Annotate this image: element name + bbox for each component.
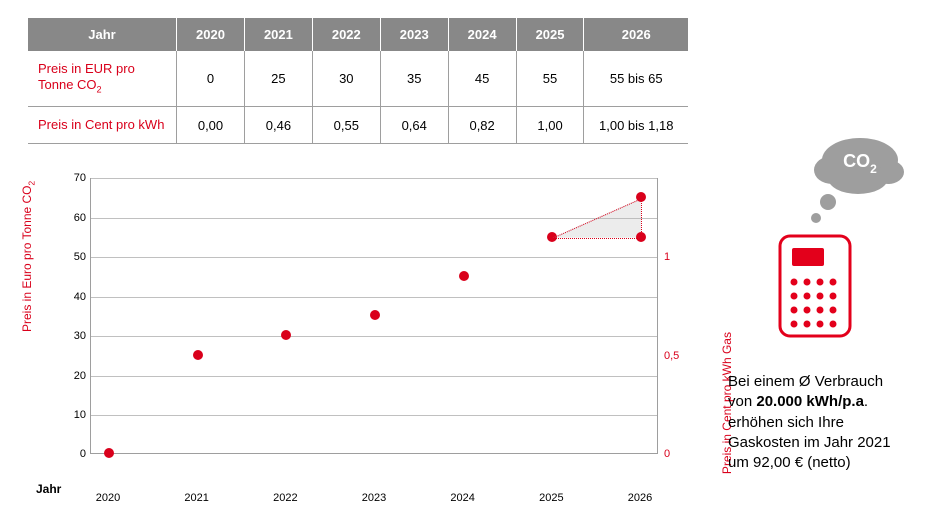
blurb-line3: erhöhen sich Ihre: [728, 414, 844, 431]
table-header-2022: 2022: [312, 18, 380, 51]
plot-area: [90, 178, 658, 454]
gridline: [91, 415, 657, 416]
data-point: [193, 350, 203, 360]
calculator-co2-icon: CO2: [740, 130, 910, 350]
blurb-line2-pre: von: [728, 393, 756, 410]
blurb-line4: Gaskosten im Jahr 2021: [728, 434, 891, 451]
cost-blurb: Bei einem Ø Verbrauch von 20.000 kWh/p.a…: [718, 372, 932, 473]
cloud-text: CO: [843, 151, 870, 171]
row-cent-label: Preis in Cent pro kWh: [28, 107, 177, 144]
x-tick: 2026: [628, 492, 652, 504]
gridline: [91, 178, 657, 179]
data-point: [104, 448, 114, 458]
table-header-2024: 2024: [448, 18, 516, 51]
table-header-2026: 2026: [584, 18, 688, 51]
row-eur-label: Preis in EUR pro Tonne CO2: [28, 51, 177, 107]
blurb-line1: Bei einem Ø Verbrauch: [728, 373, 883, 390]
x-axis-label: Jahr: [36, 482, 61, 496]
x-tick: 2021: [184, 492, 208, 504]
data-point-2026: [636, 192, 646, 202]
gridline: [91, 218, 657, 219]
table-row-eur: Preis in EUR pro Tonne CO2 0 25 30 35 45…: [28, 51, 688, 107]
blurb-line2-post: .: [864, 393, 868, 410]
y-tick-left: 40: [64, 291, 86, 303]
y-tick-left: 20: [64, 370, 86, 382]
co2-price-chart: Preis in Euro pro Tonne CO2 Preis in Cen…: [28, 172, 708, 502]
y-tick-right: 0: [664, 448, 670, 460]
table-header-2020: 2020: [177, 18, 245, 51]
row-cent-2022: 0,55: [312, 107, 380, 144]
row-eur-2022: 30: [312, 51, 380, 107]
x-tick: 2022: [273, 492, 297, 504]
table-header-2021: 2021: [244, 18, 312, 51]
row-eur-2020: 0: [177, 51, 245, 107]
y-tick-left: 10: [64, 409, 86, 421]
y-tick-left: 70: [64, 172, 86, 184]
range-line: [552, 238, 641, 239]
row-cent-2021: 0,46: [244, 107, 312, 144]
data-point: [459, 271, 469, 281]
row-eur-2023: 35: [380, 51, 448, 107]
row-cent-2025: 1,00: [516, 107, 584, 144]
table-header-year: Jahr: [28, 18, 177, 51]
cloud-sub: 2: [870, 162, 877, 176]
table-header-2025: 2025: [516, 18, 584, 51]
data-point: [281, 330, 291, 340]
x-tick: 2023: [362, 492, 386, 504]
data-point: [370, 310, 380, 320]
y-tick-left: 0: [64, 448, 86, 460]
blurb-line5: um 92,00 € (netto): [728, 454, 851, 471]
co2-price-table: Jahr 2020 2021 2022 2023 2024 2025 2026 …: [28, 18, 688, 144]
table-header-2023: 2023: [380, 18, 448, 51]
row-eur-2025: 55: [516, 51, 584, 107]
gridline: [91, 336, 657, 337]
gridline: [91, 297, 657, 298]
row-eur-2026: 55 bis 65: [584, 51, 688, 107]
y-tick-right: 1: [664, 251, 670, 263]
gridline: [91, 376, 657, 377]
data-point-2026: [636, 232, 646, 242]
y-tick-right: 0,5: [664, 350, 679, 362]
row-eur-2024: 45: [448, 51, 516, 107]
x-tick: 2025: [539, 492, 563, 504]
x-tick: 2024: [450, 492, 474, 504]
row-cent-2020: 0,00: [177, 107, 245, 144]
row-cent-2023: 0,64: [380, 107, 448, 144]
y-tick-left: 30: [64, 330, 86, 342]
gridline: [91, 257, 657, 258]
y-axis-left-label: Preis in Euro pro Tonne CO2: [20, 181, 36, 332]
y-tick-left: 60: [64, 212, 86, 224]
y-tick-left: 50: [64, 251, 86, 263]
row-cent-2026: 1,00 bis 1,18: [584, 107, 688, 144]
blurb-line2-bold: 20.000 kWh/p.a: [756, 393, 864, 410]
x-tick: 2020: [96, 492, 120, 504]
row-eur-2021: 25: [244, 51, 312, 107]
row-cent-2024: 0,82: [448, 107, 516, 144]
table-row-cent: Preis in Cent pro kWh 0,00 0,46 0,55 0,6…: [28, 107, 688, 144]
